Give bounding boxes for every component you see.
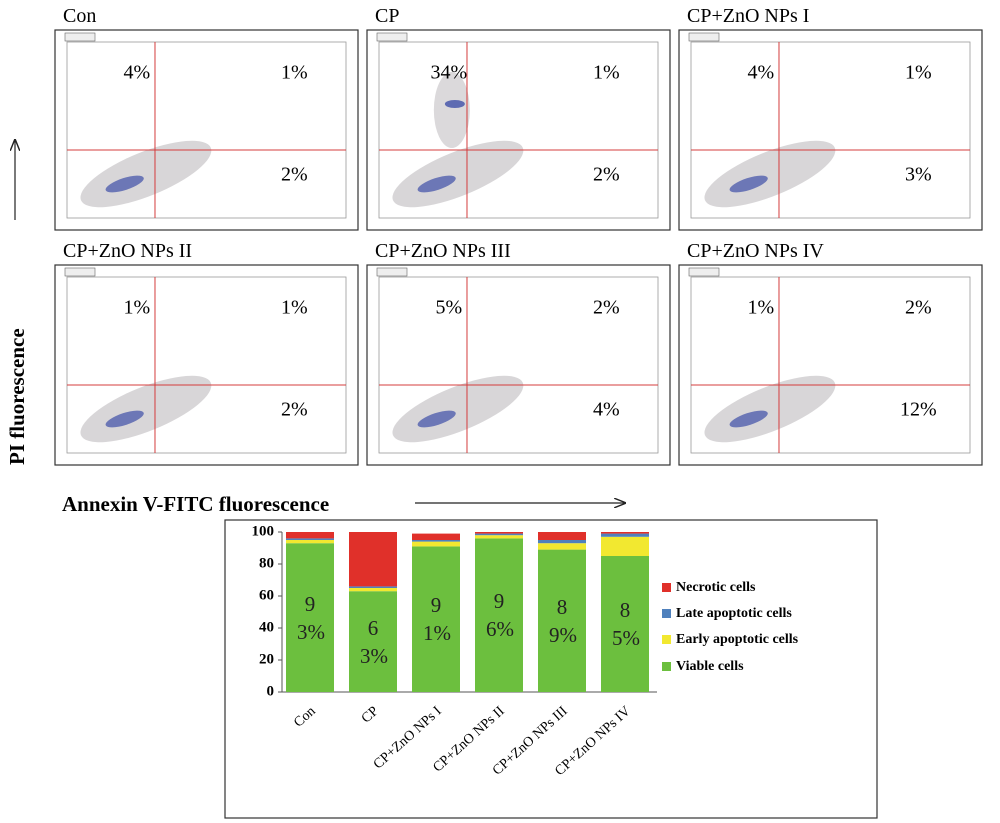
quadrant-percent: 4% [747, 62, 774, 84]
bar-segment [412, 540, 460, 542]
quadrant-percent: 1% [281, 62, 308, 84]
auto-box [376, 267, 408, 277]
event-core [105, 175, 144, 193]
panel-title: CP+ZnO NPs IV [687, 240, 824, 262]
plot-frame [378, 41, 659, 219]
bar-segment [475, 538, 523, 692]
legend-label: Early apoptotic cells [676, 632, 799, 647]
bar-value-label: 96% [486, 589, 514, 642]
legend-swatch [662, 583, 671, 592]
bar-value-label: 93% [297, 591, 325, 644]
plot-frame [66, 276, 347, 454]
legend-label: Necrotic cells [676, 580, 756, 595]
bar-segment [601, 532, 649, 534]
y-axis-label: PI fluorescence [5, 328, 29, 465]
panel-title: Con [63, 5, 96, 27]
plot-frame [66, 41, 347, 219]
panel-title: CP+ZnO NPs II [63, 240, 192, 262]
event-core [417, 410, 456, 428]
plot-frame [690, 41, 971, 219]
bar-segment [412, 541, 460, 547]
bar-segment [538, 532, 586, 540]
y-tick-label: 60 [259, 587, 274, 603]
quadrant-percent: 12% [900, 399, 937, 421]
legend-label: Viable cells [676, 659, 744, 674]
legend-swatch [662, 609, 671, 618]
event-cloud [433, 72, 470, 148]
quadrant-percent: 1% [123, 297, 150, 319]
y-tick-label: 40 [259, 619, 274, 635]
bar-segment [475, 535, 523, 539]
bar-segment [286, 538, 334, 540]
event-core [729, 410, 768, 428]
bar-value-label: 85% [612, 598, 640, 650]
bar-segment [412, 546, 460, 692]
bar-segment [538, 549, 586, 692]
bar-segment [286, 532, 334, 539]
legend-swatch [662, 662, 671, 671]
y-tick-label: 0 [267, 683, 275, 699]
event-core [105, 410, 144, 428]
bar-segment [538, 543, 586, 550]
legend-swatch [662, 635, 671, 644]
bar-segment [412, 533, 460, 540]
bar-segment [538, 540, 586, 544]
quadrant-percent: 1% [593, 62, 620, 84]
panel-title: CP+ZnO NPs III [375, 240, 511, 262]
bar-segment [349, 532, 397, 587]
bar-segment [286, 543, 334, 692]
quadrant-percent: 1% [747, 297, 774, 319]
bar-segment [601, 556, 649, 692]
auto-box [64, 267, 96, 277]
quadrant-percent: 4% [123, 62, 150, 84]
bar-segment [475, 533, 523, 536]
bar-value-label: 89% [549, 594, 577, 647]
panel-title: CP [375, 5, 399, 27]
quadrant-percent: 3% [905, 164, 932, 186]
x-tick-label: CP [359, 704, 382, 727]
y-tick-label: 80 [259, 555, 274, 571]
quadrant-percent: 34% [430, 62, 467, 84]
bar-value-label: 91% [423, 593, 451, 646]
y-tick-label: 100 [252, 523, 275, 539]
quadrant-percent: 4% [593, 399, 620, 421]
bar-segment [349, 588, 397, 592]
bar-segment [286, 540, 334, 544]
quadrant-percent: 2% [593, 164, 620, 186]
bar-chart-frame [224, 519, 878, 819]
event-core [444, 100, 465, 108]
plot-frame [378, 276, 659, 454]
event-core [417, 175, 456, 193]
panel-title: CP+ZnO NPs I [687, 5, 809, 27]
bar-value-label: 63% [360, 615, 388, 668]
x-axis-label: Annexin V-FITC fluorescence [62, 492, 329, 516]
bar-segment [349, 591, 397, 692]
quadrant-percent: 2% [281, 399, 308, 421]
auto-box [376, 32, 408, 42]
quadrant-percent: 1% [905, 62, 932, 84]
quadrant-percent: 1% [281, 297, 308, 319]
y-tick-label: 20 [259, 651, 274, 667]
quadrant-percent: 5% [435, 297, 462, 319]
auto-box [688, 32, 720, 42]
auto-box [64, 32, 96, 42]
auto-box [688, 267, 720, 277]
event-core [729, 175, 768, 193]
quadrant-percent: 2% [905, 297, 932, 319]
bar-segment [349, 586, 397, 588]
quadrant-percent: 2% [281, 164, 308, 186]
plot-frame [690, 276, 971, 454]
quadrant-percent: 2% [593, 297, 620, 319]
bar-segment [601, 533, 649, 537]
bar-segment [475, 532, 523, 534]
legend-label: Late apoptotic cells [676, 606, 792, 621]
x-tick-label: Con [291, 704, 318, 731]
bar-segment [601, 536, 649, 556]
